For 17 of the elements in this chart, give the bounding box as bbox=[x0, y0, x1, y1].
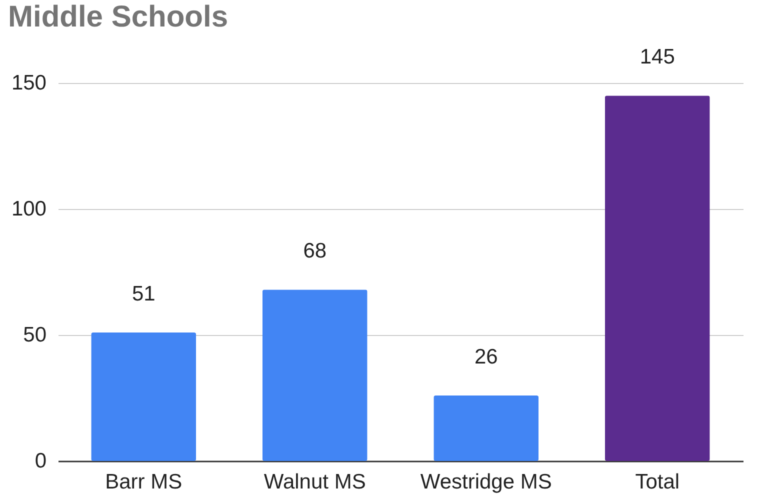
bar bbox=[604, 96, 710, 461]
bar bbox=[262, 290, 368, 461]
y-tick-label: 100 bbox=[11, 198, 46, 220]
data-label: 145 bbox=[640, 46, 675, 69]
y-tick-label: 50 bbox=[23, 324, 46, 346]
chart-title: Middle Schools bbox=[8, 0, 228, 34]
y-tick-label: 0 bbox=[34, 450, 46, 472]
x-tick-label: Walnut MS bbox=[264, 470, 366, 494]
data-label: 68 bbox=[303, 240, 327, 263]
bar bbox=[434, 395, 539, 461]
data-label: 26 bbox=[474, 345, 498, 368]
x-tick-label: Barr MS bbox=[105, 470, 182, 494]
data-label: 51 bbox=[132, 282, 156, 306]
x-tick-label: Westridge MS bbox=[420, 470, 552, 494]
x-tick-label: Total bbox=[635, 470, 680, 494]
bar bbox=[91, 332, 196, 461]
y-tick-label: 150 bbox=[11, 72, 46, 94]
